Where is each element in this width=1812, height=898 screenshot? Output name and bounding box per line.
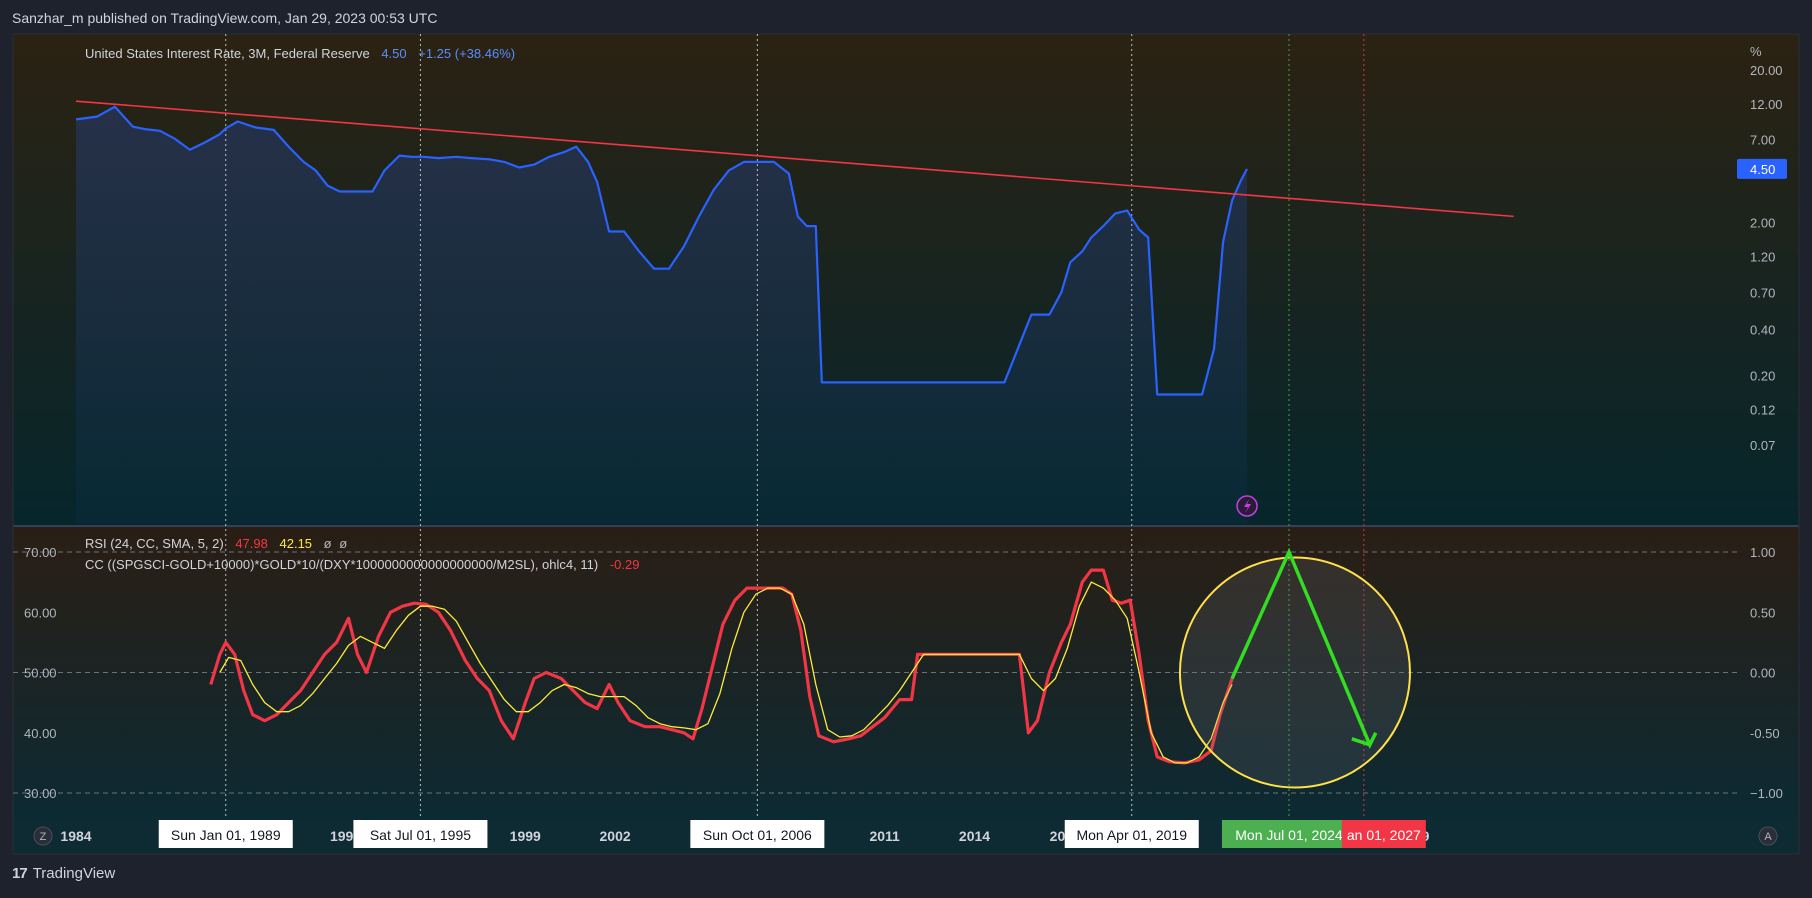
- publish-header: Sanzhar_m published on TradingView.com, …: [12, 10, 438, 26]
- rsi-axis-tick: 70.00: [24, 545, 57, 560]
- rsi-legend-ma-value: 42.15: [279, 536, 313, 551]
- forecast-arrowhead: [1351, 737, 1371, 747]
- x-marker-label: Sat Jul 01, 1995: [370, 827, 471, 843]
- cc-axis-tick: 0.50: [1750, 605, 1775, 620]
- x-marker-box[interactable]: [1341, 820, 1426, 848]
- last-value-badge: [1737, 158, 1787, 179]
- cc-legend-value: -0.29: [609, 557, 640, 572]
- cc-axis-tick: −1.00: [1750, 786, 1783, 801]
- x-marker-box[interactable]: [353, 820, 488, 848]
- x-marker-box[interactable]: [690, 820, 825, 848]
- x-marker-label: Mon Jul 01, 2024: [1235, 827, 1343, 843]
- rate-legend-change: +1.25 (+38.46%): [418, 46, 516, 61]
- rate-legend-value: 4.50: [381, 46, 407, 61]
- cc-axis-tick: 1.00: [1750, 545, 1775, 560]
- rsi-axis-tick: 40.00: [24, 726, 57, 741]
- last-value-label: 4.50: [1750, 162, 1775, 177]
- rsi-legend-extra1: ø: [323, 536, 332, 551]
- top-axis-tick: 12.00: [1750, 97, 1783, 112]
- top-axis-tick: 0.12: [1750, 402, 1775, 417]
- x-marker-box[interactable]: [1221, 820, 1356, 848]
- x-marker-label: Sun Jan 01, 1989: [171, 827, 281, 843]
- rate-legend-name: United States Interest Rate, 3M, Federal…: [85, 46, 370, 61]
- trend-line[interactable]: [75, 100, 1514, 218]
- auto-scale-button[interactable]: [1758, 826, 1778, 846]
- flash-glyph-icon: [1244, 499, 1252, 513]
- x-marker-label: Mon Apr 01, 2019: [1076, 827, 1187, 843]
- rsi-line: [209, 568, 1234, 765]
- top-axis-tick: 0.20: [1750, 368, 1775, 383]
- rate-area-fill: [76, 106, 1247, 524]
- forecast-circle[interactable]: [1178, 556, 1411, 789]
- x-axis-tick: 1999: [510, 828, 541, 844]
- zoom-reset-label: Z: [40, 831, 47, 843]
- forecast-arrow[interactable]: [1230, 547, 1378, 749]
- rsi-axis-tick: 50.00: [24, 666, 57, 681]
- rsi-ma-line: [219, 581, 1233, 764]
- x-axis-tick: 1984: [60, 828, 91, 844]
- top-axis-tick: 7.00: [1750, 133, 1775, 148]
- auto-scale-label: A: [1764, 831, 1772, 843]
- x-axis-tick: 2002: [600, 828, 631, 844]
- rate-line: [75, 105, 1248, 396]
- x-marker-box[interactable]: [1064, 820, 1199, 848]
- top-axis-tick: 1.20: [1750, 250, 1775, 265]
- rsi-axis-tick: 30.00: [24, 786, 57, 801]
- x-marker-label: an 01, 2027: [1347, 827, 1421, 843]
- x-marker-label: Sun Oct 01, 2006: [703, 827, 812, 843]
- zoom-reset-button[interactable]: [33, 826, 53, 846]
- cc-axis-tick: 0.00: [1750, 666, 1775, 681]
- x-axis-bg: [13, 818, 1799, 854]
- rate-legend: United States Interest Rate, 3M, Federal…: [85, 46, 519, 61]
- rsi-legend-extra2: ø: [339, 536, 348, 551]
- rsi-legend: RSI (24, CC, SMA, 5, 2) 47.98 42.15 ø ø: [85, 536, 351, 551]
- cc-axis-tick: -0.50: [1750, 726, 1780, 741]
- rsi-legend-value: 47.98: [235, 536, 268, 551]
- top-axis-tick: 0.40: [1750, 322, 1775, 337]
- chart-border: [12, 33, 1800, 855]
- rsi-axis-tick: 60.00: [24, 605, 57, 620]
- x-axis-tick: 2014: [959, 828, 990, 844]
- rsi-legend-name: RSI (24, CC, SMA, 5, 2): [85, 536, 224, 551]
- tradingview-logo-text: TradingView: [32, 865, 116, 882]
- cc-legend-name: CC ((SPGSCI-GOLD+10000)*GOLD*10/(DXY*100…: [85, 557, 599, 572]
- x-marker-box[interactable]: [158, 820, 293, 848]
- top-axis-tick: 0.07: [1750, 438, 1775, 453]
- top-axis-tick: 20.00: [1750, 63, 1783, 78]
- top-axis-tick: 2.00: [1750, 216, 1775, 231]
- x-axis-tick: 2011: [869, 828, 900, 844]
- tradingview-logo-icon: 17: [12, 865, 28, 882]
- top-axis-unit: %: [1750, 44, 1762, 59]
- cc-legend: CC ((SPGSCI-GOLD+10000)*GOLD*10/(DXY*100…: [85, 557, 643, 572]
- tradingview-logo[interactable]: 17 TradingView: [12, 865, 115, 882]
- top-axis-tick: 0.70: [1750, 285, 1775, 300]
